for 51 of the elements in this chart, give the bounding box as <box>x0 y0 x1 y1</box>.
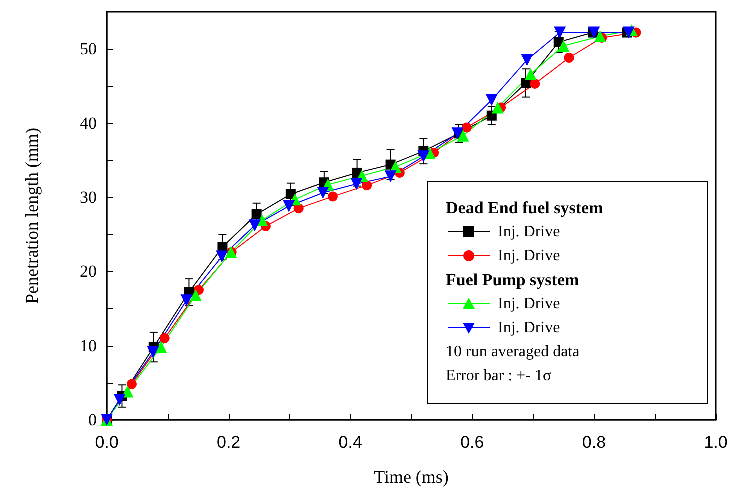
y-tick-label: 30 <box>80 188 97 207</box>
x-tick-label: 0.2 <box>216 433 241 452</box>
y-tick-label: 20 <box>80 262 97 282</box>
point <box>190 289 202 302</box>
point <box>350 178 363 190</box>
x-axis-title: Time (ms) <box>374 467 449 487</box>
point <box>147 346 160 358</box>
y-tick-label: 0 <box>88 410 97 430</box>
point <box>180 294 193 307</box>
point <box>114 394 126 406</box>
annotation: 10 run averaged data <box>446 344 580 360</box>
x-tick-label: 0.6 <box>460 433 484 452</box>
point <box>126 379 137 390</box>
point <box>524 68 537 80</box>
point <box>492 102 504 114</box>
point <box>252 210 262 220</box>
y-axis-title: Penetration length (mm) <box>22 128 42 304</box>
point <box>328 192 338 202</box>
point <box>155 341 168 354</box>
point <box>317 187 330 200</box>
y-tick-label: 10 <box>80 336 97 356</box>
point <box>384 170 397 183</box>
point <box>521 54 534 66</box>
y-tick-label: 40 <box>80 114 97 133</box>
x-tick-label: 0.8 <box>582 433 606 452</box>
legend-label: Inj. Drive <box>498 224 560 240</box>
point <box>362 180 372 191</box>
point <box>248 220 261 232</box>
legend-label: Inj. Drive <box>498 248 560 264</box>
point <box>558 40 570 52</box>
point <box>216 250 228 263</box>
point <box>462 122 472 133</box>
legend-label: Inj. Drive <box>498 320 560 336</box>
annotation: Error bar : +- 1σ <box>446 368 552 384</box>
point <box>554 26 566 39</box>
point <box>588 26 600 39</box>
point <box>160 333 170 344</box>
point <box>418 150 430 163</box>
y-tick-label: 50 <box>80 40 97 59</box>
x-tick-label: 0.0 <box>95 433 119 452</box>
point <box>622 26 635 39</box>
point <box>486 94 498 106</box>
point <box>283 200 296 212</box>
annotation: Fuel Pump system <box>446 270 580 290</box>
point <box>564 52 574 63</box>
x-tick-label: 0.4 <box>338 433 362 452</box>
point <box>530 78 540 89</box>
point <box>594 30 606 42</box>
annotation: Dead End fuel system <box>446 198 604 218</box>
legend-label: Inj. Drive <box>498 296 560 312</box>
x-tick-label: 1.0 <box>704 433 728 452</box>
